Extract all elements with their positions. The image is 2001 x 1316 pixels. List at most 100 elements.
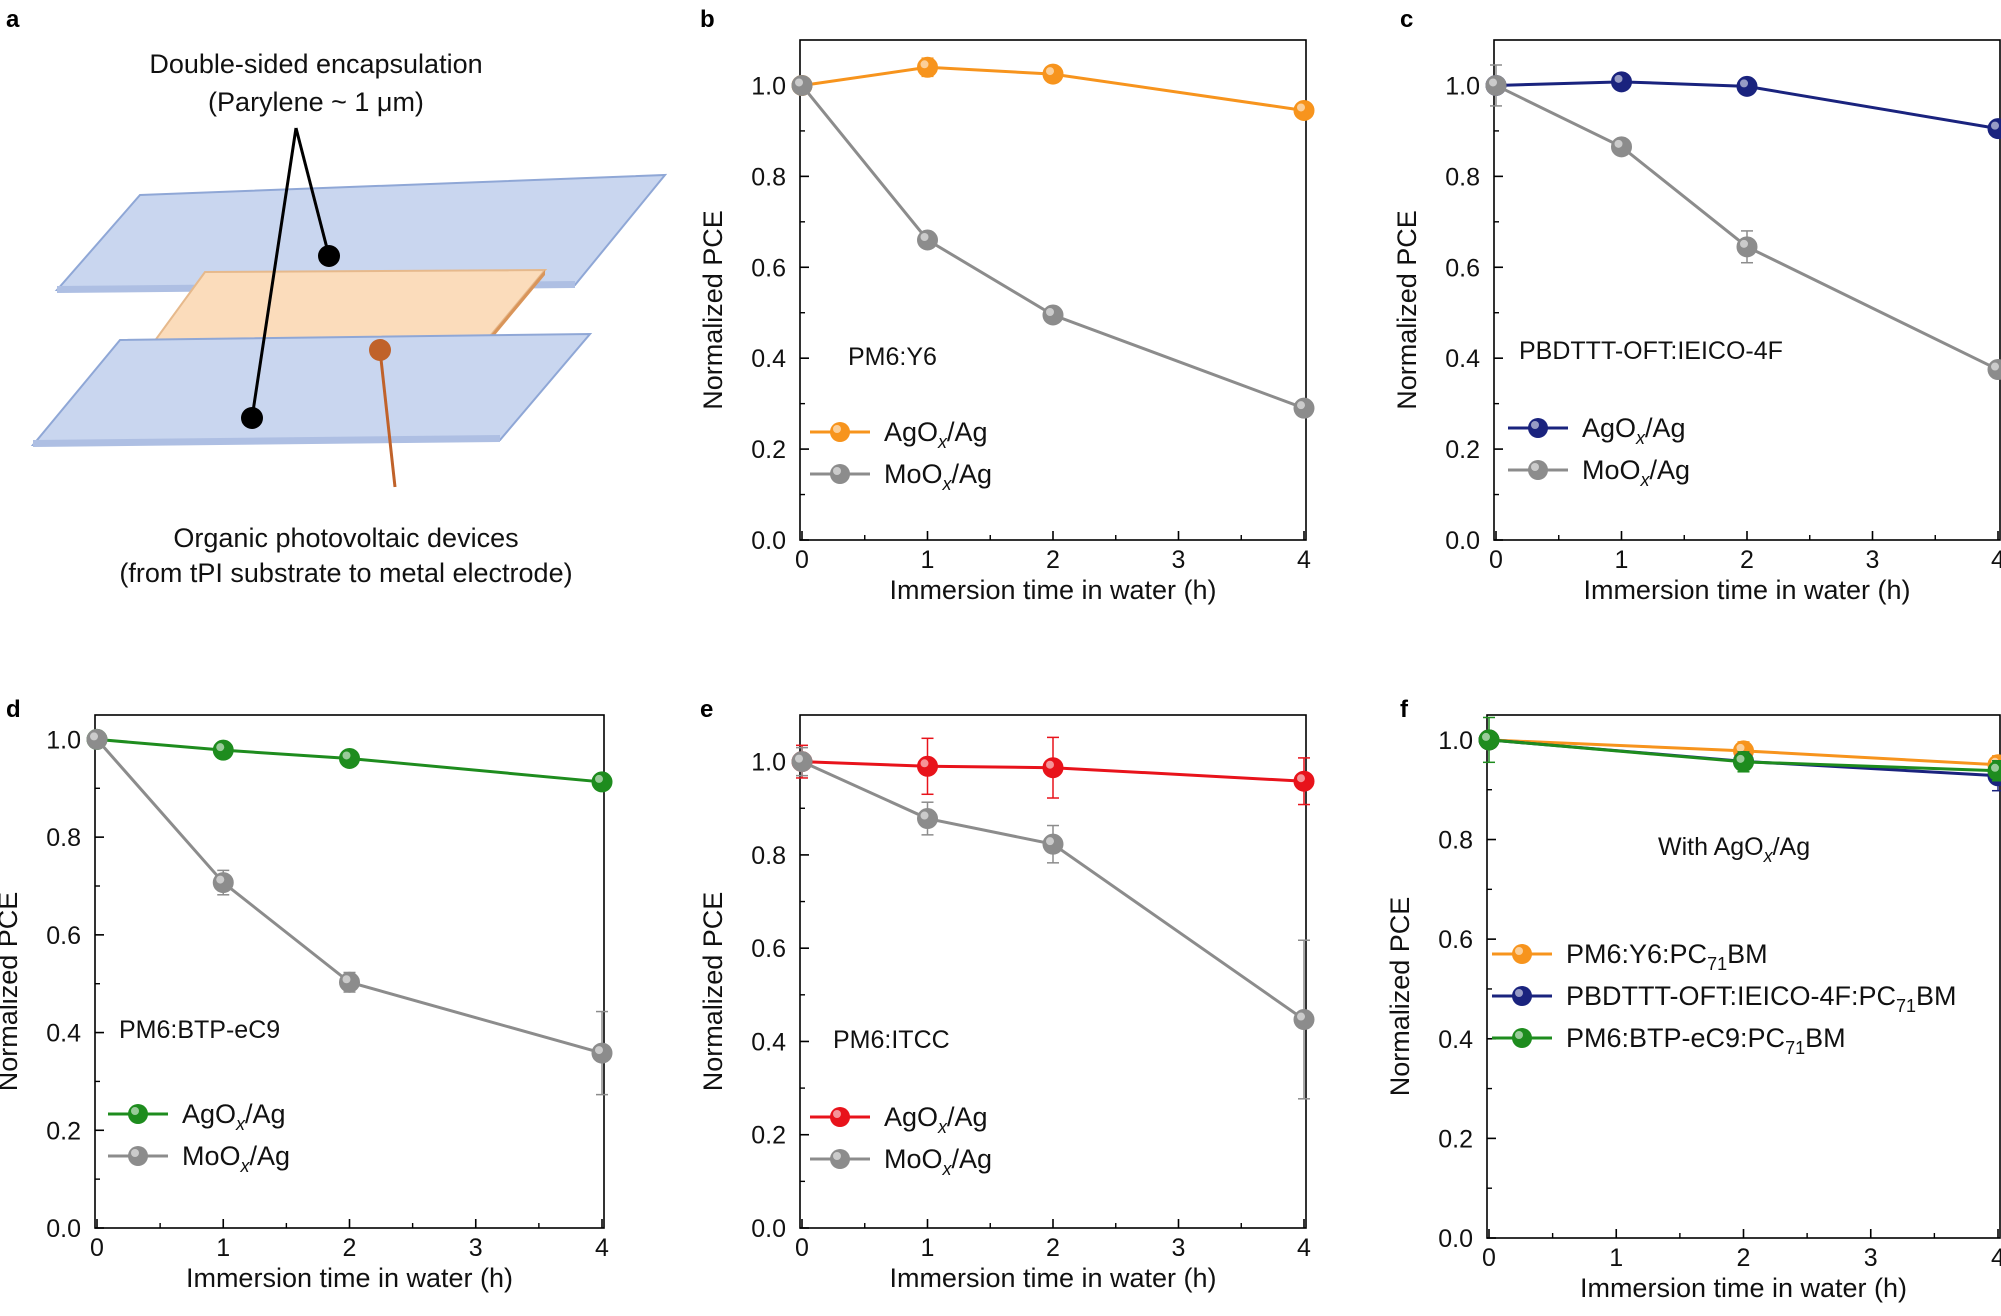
data-point-highlight [1614,139,1623,148]
data-point-highlight [342,975,351,984]
series-line [96,737,603,784]
data-point-highlight [795,754,803,763]
system-annotation: With AgOx/Ag [1658,833,1810,866]
x-tick-label: 3 [1172,1234,1186,1262]
legend-swatch-highlight [131,1149,139,1157]
data-point-highlight [1991,362,1999,371]
data-point-highlight [1736,743,1745,752]
encapsulation-leader-1 [294,127,331,257]
legend-swatch-marker [1512,1028,1532,1048]
y-tick-label: 0.2 [46,1117,81,1145]
data-point [1293,397,1315,419]
x-tick-label: 3 [1864,1244,1878,1272]
data-point [917,56,938,78]
device-label-line2: (from tPI substrate to metal electrode) [119,558,572,588]
series-2: PM6:BTP-eC9:PC71BM [1478,716,2001,1058]
plot-frame [94,714,605,1229]
data-point [86,728,108,750]
data-point [791,74,813,96]
panel-a-letter: a [6,6,20,33]
data-point-highlight [1046,308,1054,316]
x-tick-label: 0 [795,546,809,574]
y-axis-title: Normalized PCE [0,892,23,1092]
y-axis-title: Normalized PCE [698,210,728,410]
x-tick-label: 2 [1046,1234,1060,1262]
chart-panels: b 0 1 2 3 4 0.0 0.2 0.4 0.6 0.8 1.0 Immersion time i… [0,6,2001,1303]
data-point [591,771,613,793]
data-point-highlight [1991,121,1999,130]
legend-label: MoOx/Ag [884,459,992,494]
data-point [1293,770,1315,792]
data-point-highlight [1740,239,1748,248]
parylene-bottom-layer [30,332,593,447]
data-point-highlight [216,743,225,752]
data-point [1611,136,1632,158]
legend-swatch-highlight [1515,1031,1523,1039]
system-annotation: PM6:BTP-eC9 [119,1016,280,1044]
plot-frame [799,39,1307,541]
data-point-highlight [1297,1012,1305,1021]
x-tick-label: 0 [795,1234,809,1262]
y-tick-label: 0.8 [751,163,786,191]
system-annotation: PM6:Y6 [848,343,937,371]
y-axis-title: Normalized PCE [1392,210,1422,410]
data-point-highlight [216,875,225,884]
panel-f-chart: f 0 1 2 3 4 0.0 0.2 0.4 0.6 0.8 1.0 Immersion time i… [1385,696,2001,1303]
data-point-highlight [1489,78,1497,87]
x-axis-title: Immersion time in water (h) [1580,1273,1907,1303]
parylene-bottom-edge [33,435,500,447]
y-tick-label: 0.4 [46,1020,81,1048]
y-tick-label: 0.0 [1445,527,1480,555]
data-point-highlight [1740,79,1748,88]
data-point-highlight [1736,754,1745,763]
panel-a-diagram: a Double-sided encapsulation (Parylene ~… [6,6,668,588]
data-point [1736,236,1758,258]
legend-swatch-highlight [833,1110,841,1118]
panel-f-letter: f [1400,696,1409,723]
legend-label: PM6:Y6:PC71BM [1566,939,1768,974]
legend-swatch-highlight [833,1152,841,1160]
legend-swatch-marker [128,1146,148,1166]
y-tick-label: 0.2 [751,436,786,464]
data-point [212,739,234,761]
panel-e-chart: e 0 1 2 3 4 0.0 0.2 0.4 0.6 0.8 1.0 Immersion time i… [698,696,1315,1293]
legend-swatch-highlight [1531,421,1539,429]
data-point [1042,757,1064,779]
y-tick-label: 0.0 [46,1215,81,1243]
data-point-highlight [1046,67,1054,76]
data-point-highlight [1046,760,1054,769]
x-axis-title: Immersion time in water (h) [186,1263,513,1293]
series-0: AgOx/Ag [791,736,1315,1137]
series-1: MoOx/Ag [86,728,613,1176]
data-point-highlight [1614,74,1623,83]
series-0: AgOx/Ag [86,728,613,1134]
panel-b-chart: b 0 1 2 3 4 0.0 0.2 0.4 0.6 0.8 1.0 Immersion time i… [698,6,1315,605]
data-point [791,751,813,773]
y-axis-title: Normalized PCE [1385,897,1415,1097]
y-tick-label: 1.0 [46,726,81,754]
x-tick-label: 1 [921,1234,935,1262]
data-point-highlight [1297,401,1305,410]
panel-d-chart: d 0 1 2 3 4 0.0 0.2 0.4 0.6 0.8 1.0 Immersion time i… [0,696,613,1293]
y-tick-label: 0.6 [1445,254,1480,282]
legend-label: PM6:BTP-eC9:PC71BM [1566,1023,1846,1058]
y-tick-label: 0.4 [751,345,786,373]
legend-swatch-highlight [1531,463,1539,471]
encapsulation-top-marker [318,245,340,267]
data-point [591,1042,613,1064]
series-0: AgOx/Ag [791,56,1315,452]
legend-swatch-marker [830,1107,850,1127]
x-tick-label: 2 [1737,1244,1751,1272]
x-tick-label: 1 [216,1234,230,1262]
x-tick-label: 2 [343,1234,357,1262]
data-point-highlight [595,1046,603,1055]
data-point [212,872,234,894]
legend-label: MoOx/Ag [1582,455,1690,490]
x-tick-label: 4 [595,1234,609,1262]
data-point [1733,751,1754,773]
series-line [801,65,1305,112]
data-point [339,971,360,993]
data-point-highlight [795,78,803,87]
y-tick-label: 0.6 [751,254,786,282]
x-tick-label: 0 [1482,1244,1496,1272]
